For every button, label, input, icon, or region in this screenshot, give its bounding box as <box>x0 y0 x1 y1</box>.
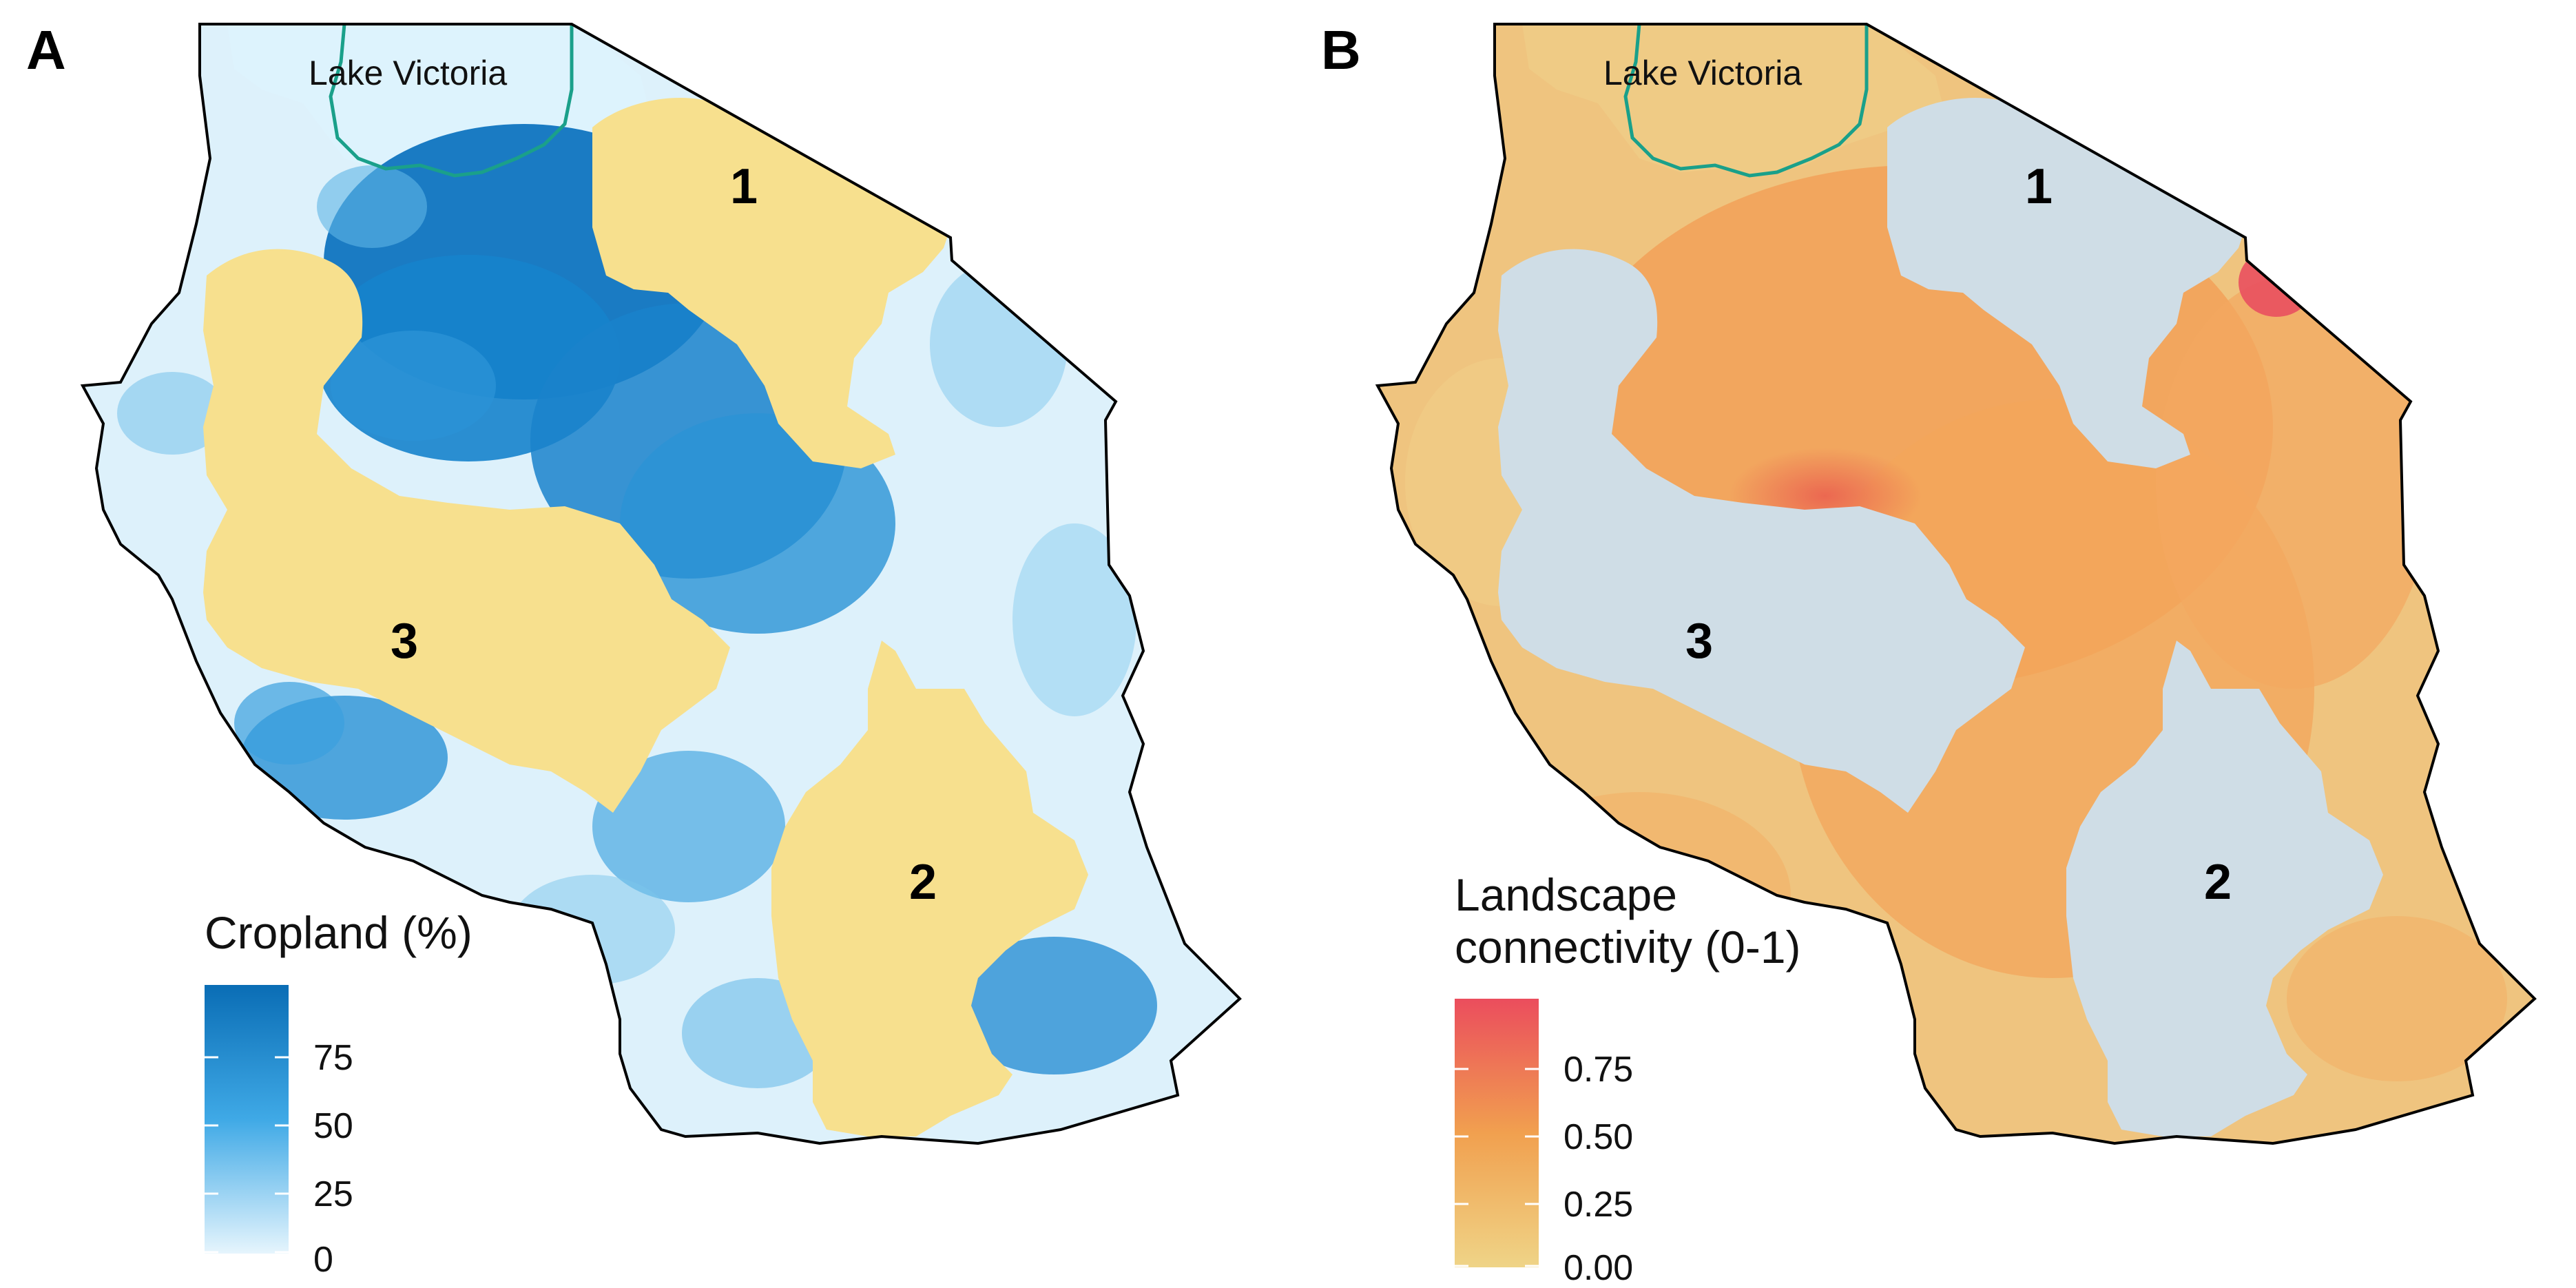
panel-letter-a: A <box>26 19 66 81</box>
legend-tick-a-0: 0 <box>313 1240 333 1280</box>
legend-tick-b-050: 0.50 <box>1564 1117 1633 1157</box>
legend-a: Cropland (%) 75 50 25 0 <box>205 907 472 1280</box>
zone-label-1-a: 1 <box>730 159 758 214</box>
legend-tick-b-025: 0.25 <box>1564 1185 1633 1225</box>
legend-title-a: Cropland (%) <box>205 907 472 958</box>
lake-shoreline-a <box>329 24 574 178</box>
zone-label-3-a: 3 <box>391 614 418 669</box>
panel-a: A <box>26 19 1241 1280</box>
legend-tick-a-50: 50 <box>313 1106 353 1146</box>
panel-letter-b: B <box>1321 19 1361 81</box>
zone-label-2-a: 2 <box>909 855 937 910</box>
legend-tick-a-25: 25 <box>313 1174 353 1214</box>
legend-tick-b-075: 0.75 <box>1564 1050 1633 1090</box>
legend-tick-b-000: 0.00 <box>1564 1248 1633 1288</box>
legend-tick-a-75: 75 <box>313 1038 353 1078</box>
lake-label-a: Lake Victoria <box>309 54 507 92</box>
legend-colorbar-b <box>1455 999 1539 1267</box>
zone-label-3-b: 3 <box>1685 614 1713 669</box>
zone-label-1-b: 1 <box>2025 159 2053 214</box>
legend-b: Landscape connectivity (0-1) 0.75 0.50 0… <box>1455 869 1801 1288</box>
legend-title-b-line2: connectivity (0-1) <box>1455 922 1801 973</box>
zone-label-2-b: 2 <box>2204 855 2232 910</box>
legend-colorbar-a <box>205 985 289 1254</box>
legend-title-b-line1: Landscape <box>1455 869 1677 920</box>
lake-shoreline-b <box>1623 24 1869 178</box>
panel-b: B Lake Victoria 1 3 2 <box>1321 19 2536 1288</box>
map-b <box>1378 24 2535 1143</box>
cropland-raster-a <box>117 124 1157 1088</box>
lake-label-b: Lake Victoria <box>1603 54 1802 92</box>
